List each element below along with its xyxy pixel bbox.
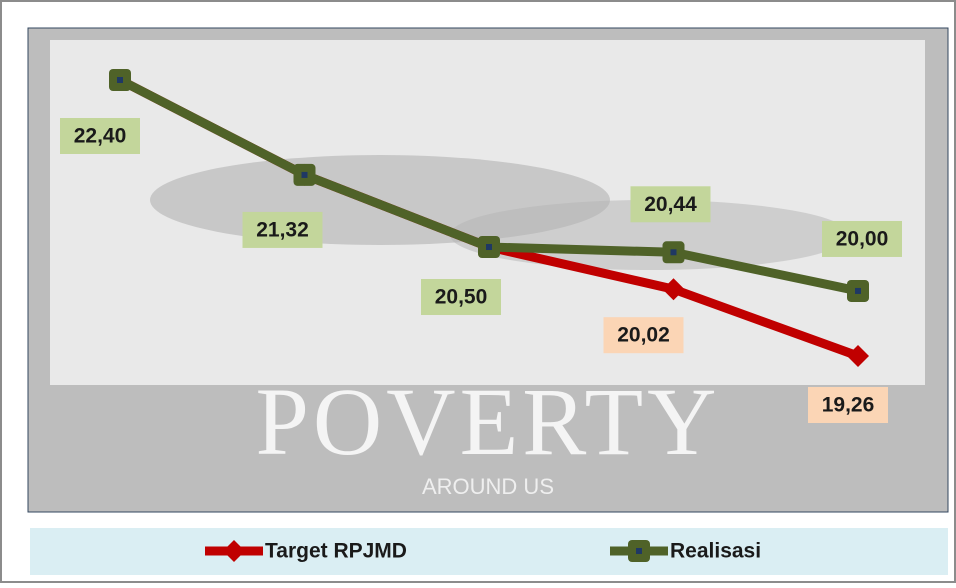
point-marker-dot xyxy=(117,77,123,83)
point-marker-dot xyxy=(671,249,677,255)
data-label: 20,50 xyxy=(435,286,488,309)
data-label: 22,40 xyxy=(74,125,127,148)
legend-label: Target RPJMD xyxy=(265,540,407,563)
background-title: POVERTY xyxy=(256,368,721,475)
point-marker-dot xyxy=(636,548,642,554)
data-label: 21,32 xyxy=(256,218,309,241)
legend-label: Realisasi xyxy=(670,540,761,563)
data-label: 20,00 xyxy=(836,228,889,251)
point-marker-dot xyxy=(302,172,308,178)
data-label: 19,26 xyxy=(822,394,875,417)
background-subtitle: AROUND US xyxy=(422,474,554,499)
data-label: 20,44 xyxy=(644,193,697,216)
legend-box xyxy=(30,528,948,575)
point-marker-dot xyxy=(486,244,492,250)
point-marker-dot xyxy=(855,288,861,294)
chart: POVERTY AROUND US 20,02 19,26 22,40 21,32 20… xyxy=(0,0,956,583)
data-label: 20,02 xyxy=(617,324,670,347)
